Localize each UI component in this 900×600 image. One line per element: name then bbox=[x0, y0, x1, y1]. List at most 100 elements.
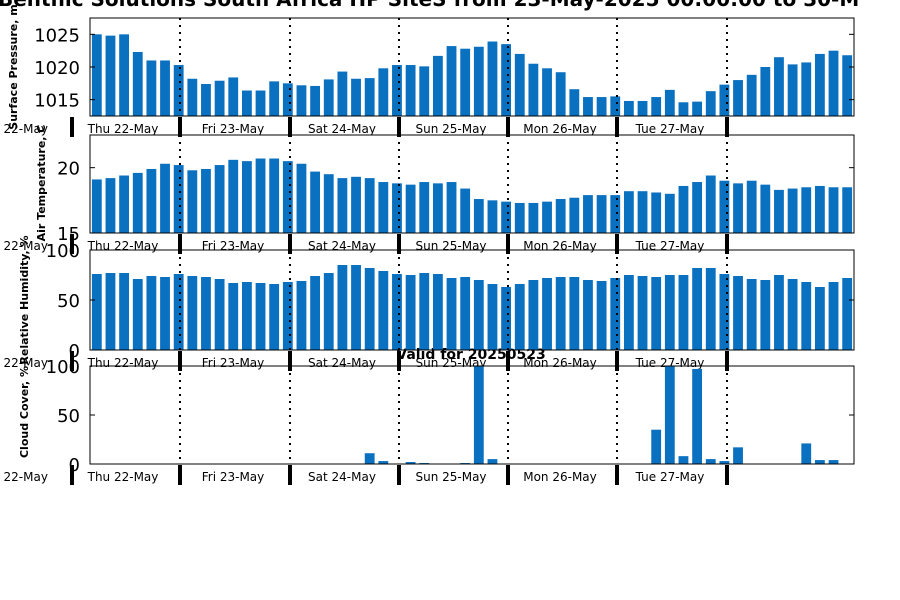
panel-2: 15 20 Air Temperature, Cu 22-May Thu 22-May… bbox=[0, 125, 855, 254]
bar bbox=[282, 161, 293, 233]
bar bbox=[405, 462, 416, 464]
bar bbox=[405, 275, 416, 350]
bar bbox=[446, 278, 457, 350]
bar bbox=[623, 191, 634, 233]
bar bbox=[187, 78, 198, 116]
y-axis-label: Relative Humidity, % bbox=[18, 235, 31, 364]
bar bbox=[651, 97, 662, 116]
bar bbox=[828, 282, 839, 350]
bar bbox=[487, 459, 498, 464]
date-label: Sun 25-May bbox=[415, 122, 486, 136]
bar bbox=[160, 60, 170, 116]
date-label: Sat 24-May bbox=[308, 122, 376, 136]
bar bbox=[473, 280, 484, 350]
bar bbox=[705, 268, 716, 350]
bar bbox=[814, 287, 825, 350]
bar bbox=[473, 199, 484, 233]
bar bbox=[651, 192, 662, 233]
bar bbox=[705, 175, 716, 233]
bar bbox=[282, 83, 293, 116]
date-label: Thu 22-May bbox=[87, 122, 159, 136]
bar bbox=[228, 283, 239, 350]
bar bbox=[378, 182, 389, 233]
bar bbox=[405, 65, 416, 116]
date-label: Fri 23-May bbox=[202, 122, 265, 136]
bar bbox=[514, 284, 525, 350]
bar bbox=[583, 97, 593, 116]
bar bbox=[610, 278, 621, 350]
bar bbox=[310, 85, 321, 116]
y-tick-label: 0 bbox=[69, 455, 80, 476]
bar bbox=[392, 274, 402, 350]
date-label: Mon 26-May bbox=[523, 239, 597, 253]
bar bbox=[364, 78, 375, 116]
bar bbox=[501, 287, 512, 350]
bar bbox=[487, 41, 498, 116]
panel-1: 1015 1020 1025 Surface Pressure, mu 22-May T… bbox=[0, 4, 855, 137]
date-label: Tue 27-May bbox=[635, 122, 705, 136]
date-label: u 22-May bbox=[0, 356, 48, 370]
bar bbox=[241, 161, 252, 233]
bar bbox=[610, 195, 621, 233]
bar bbox=[760, 67, 771, 116]
bar bbox=[364, 178, 375, 233]
bar bbox=[501, 201, 512, 233]
bar bbox=[337, 178, 348, 233]
bar bbox=[146, 60, 157, 116]
bar bbox=[774, 275, 784, 350]
date-label: u 22-May bbox=[0, 122, 48, 136]
bar bbox=[446, 182, 457, 233]
date-label: Thu 22-May bbox=[87, 239, 159, 253]
y-tick-label: 15 bbox=[57, 224, 80, 245]
bar bbox=[119, 175, 130, 233]
y-tick-label: 50 bbox=[57, 291, 80, 312]
bar bbox=[501, 44, 512, 116]
bar bbox=[296, 163, 307, 233]
bar bbox=[596, 281, 607, 350]
bar bbox=[214, 80, 225, 116]
bar bbox=[787, 279, 798, 350]
bar bbox=[364, 453, 375, 464]
y-axis-label: Air Temperature, C bbox=[35, 125, 48, 242]
bar bbox=[569, 277, 580, 350]
bar bbox=[432, 183, 443, 233]
bar bbox=[542, 68, 552, 116]
bar bbox=[664, 366, 675, 464]
bar bbox=[214, 165, 225, 233]
date-label: u 22-May bbox=[0, 470, 48, 484]
bar bbox=[692, 101, 703, 116]
bar bbox=[583, 195, 593, 233]
bar bbox=[214, 279, 225, 350]
bar bbox=[187, 170, 198, 233]
y-tick-label: 20 bbox=[57, 159, 80, 180]
bar bbox=[432, 55, 443, 116]
bar bbox=[692, 268, 703, 350]
bar bbox=[760, 184, 771, 233]
bar bbox=[392, 65, 402, 116]
bar bbox=[842, 55, 853, 116]
bar bbox=[105, 35, 116, 116]
bar bbox=[596, 97, 607, 116]
bar bbox=[201, 277, 211, 350]
bar bbox=[351, 78, 361, 116]
bar bbox=[828, 187, 839, 233]
bar bbox=[514, 53, 525, 116]
date-label: Tue 27-May bbox=[635, 239, 705, 253]
date-label: Fri 23-May bbox=[202, 356, 265, 370]
bar bbox=[460, 188, 471, 233]
bar bbox=[160, 163, 170, 233]
bar bbox=[269, 81, 280, 116]
bar bbox=[623, 275, 634, 350]
bar bbox=[473, 46, 484, 116]
date-label: Sun 25-May bbox=[415, 239, 486, 253]
bar bbox=[733, 276, 743, 350]
bar bbox=[528, 280, 539, 350]
bar bbox=[719, 84, 730, 116]
y-tick-label: 1020 bbox=[34, 58, 80, 79]
date-label: Tue 27-May bbox=[635, 470, 705, 484]
bar bbox=[487, 284, 498, 350]
bar bbox=[405, 184, 416, 233]
y-tick-label: 100 bbox=[46, 357, 80, 378]
bar bbox=[269, 284, 280, 350]
